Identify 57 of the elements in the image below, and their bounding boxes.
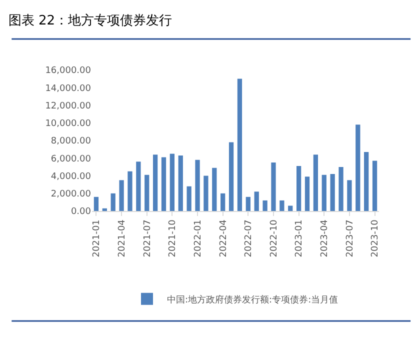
bar [204, 176, 208, 211]
y-tick-label: 8,000.00 [50, 136, 92, 147]
bar [372, 160, 378, 211]
bar [102, 208, 107, 211]
y-tick-label: 14,000.00 [45, 84, 92, 94]
bar [136, 162, 141, 211]
bar [228, 142, 234, 211]
bar [220, 193, 226, 211]
bar [186, 186, 192, 211]
x-tick-label: 2023-07 [345, 220, 356, 258]
bar [288, 206, 293, 211]
x-tick-label: 2021-07 [142, 220, 153, 258]
y-tick-label: 16,000.00 [45, 66, 92, 76]
chart-title: 图表 22：地方专项债券发行 [8, 12, 172, 28]
y-tick-label: 0.00 [70, 207, 92, 218]
y-tick-label: 4,000.00 [50, 172, 92, 182]
bar [313, 154, 318, 211]
bar [296, 166, 302, 211]
y-tick-label: 12,000.00 [45, 101, 92, 112]
bar [119, 180, 124, 211]
y-tick-label: 10,000.00 [45, 119, 92, 130]
y-tick-label: 6,000.00 [50, 154, 92, 164]
bar [271, 162, 276, 211]
bar [304, 176, 310, 211]
x-tick-label: 2023-10 [370, 219, 381, 258]
bar [254, 192, 259, 211]
bar [262, 200, 268, 211]
bar [330, 174, 335, 211]
bar [246, 196, 250, 211]
bar [128, 171, 132, 211]
bar [356, 124, 360, 211]
bar [212, 168, 217, 211]
x-tick-label: 2023-04 [320, 219, 330, 258]
x-tick-label: 2022-10 [269, 219, 280, 258]
x-tick-label: 2022-07 [244, 220, 254, 258]
x-tick-label: 2021-04 [117, 219, 128, 258]
bar [110, 193, 116, 211]
legend-label: 中国:地方政府债券发行额:专项债券:当月值 [167, 294, 338, 306]
x-tick-label: 2021-10 [168, 219, 178, 258]
bar [170, 154, 175, 211]
bar [338, 166, 344, 211]
bar [280, 200, 284, 211]
bar [322, 174, 326, 211]
bar [364, 152, 369, 211]
bar [347, 180, 352, 211]
bar [237, 78, 242, 211]
x-tick-label: 2021-01 [92, 220, 102, 258]
bar [152, 154, 158, 211]
x-tick-label: 2022-01 [193, 220, 204, 258]
bar [144, 174, 150, 211]
x-tick-label: 2022-04 [218, 219, 229, 258]
bar [178, 155, 183, 211]
bar [195, 160, 200, 211]
y-tick-label: 2,000.00 [50, 190, 92, 200]
x-tick-label: 2023-01 [294, 220, 305, 258]
bar [161, 157, 166, 211]
bar [94, 196, 99, 211]
